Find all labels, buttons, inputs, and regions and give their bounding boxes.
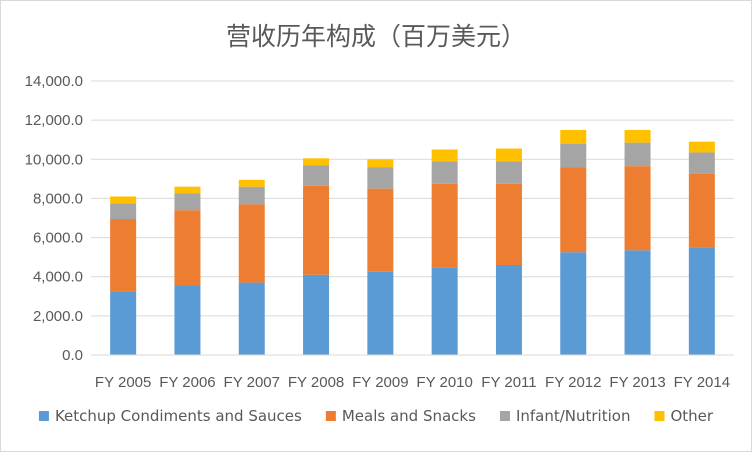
bar-segment bbox=[110, 218, 137, 292]
bar-segment bbox=[174, 186, 201, 194]
x-tick-label: FY 2006 bbox=[159, 374, 215, 391]
bar-segment bbox=[303, 274, 330, 355]
bar-segment bbox=[560, 143, 587, 168]
x-tick-label: FY 2008 bbox=[288, 374, 344, 391]
x-axis: FY 2005 FY 2006 FY 2007 FY 2008 FY 2009 FY 20… bbox=[95, 374, 730, 391]
bar-segment bbox=[238, 179, 265, 187]
bar-segment bbox=[688, 152, 715, 174]
bar-segment bbox=[303, 158, 330, 166]
bar-segment bbox=[560, 167, 587, 253]
bar-segment bbox=[560, 252, 587, 355]
bar-segment bbox=[495, 161, 522, 184]
bar-segment bbox=[303, 185, 330, 275]
bar-segment bbox=[174, 210, 201, 286]
legend-label: Ketchup Condiments and Sauces bbox=[55, 407, 302, 425]
bar-segment bbox=[238, 282, 265, 355]
bar-segment bbox=[110, 291, 137, 355]
bar-segment bbox=[367, 167, 394, 189]
x-tick-label: FY 2005 bbox=[95, 374, 151, 391]
y-tick-label: 2,000.0 bbox=[33, 308, 83, 325]
legend: Ketchup Condiments and Sauces Meals and S… bbox=[38, 407, 714, 425]
bar-segment bbox=[367, 271, 394, 355]
y-tick-label: 14,000.0 bbox=[25, 73, 83, 90]
x-tick-label: FY 2010 bbox=[416, 374, 472, 391]
bar-segment bbox=[431, 149, 458, 162]
bar-segment bbox=[367, 159, 394, 168]
bar-segment bbox=[495, 183, 522, 265]
legend-label: Meals and Snacks bbox=[342, 407, 476, 425]
bar-segment bbox=[688, 141, 715, 153]
legend-label: Other bbox=[670, 407, 713, 425]
bars bbox=[110, 129, 715, 355]
bar-segment bbox=[303, 165, 330, 186]
bar-segment bbox=[431, 161, 458, 184]
bar-segment bbox=[624, 129, 651, 143]
bar-segment bbox=[174, 193, 201, 211]
y-axis: 0.0 2,000.0 4,000.0 6,000.0 8,000.0 10,000.0 1… bbox=[25, 73, 83, 364]
y-tick-label: 10,000.0 bbox=[25, 151, 83, 168]
legend-swatch bbox=[38, 411, 49, 421]
bar-segment bbox=[174, 285, 201, 355]
bar-segment bbox=[624, 166, 651, 251]
x-tick-label: FY 2007 bbox=[224, 374, 280, 391]
legend-swatch bbox=[499, 411, 510, 421]
x-tick-label: FY 2013 bbox=[609, 374, 665, 391]
bar-segment bbox=[688, 173, 715, 248]
bar-segment bbox=[495, 264, 522, 355]
x-tick-label: FY 2014 bbox=[674, 374, 730, 391]
bar-segment bbox=[238, 186, 265, 205]
bar-segment bbox=[560, 129, 587, 144]
bar-segment bbox=[367, 188, 394, 272]
bar-segment bbox=[238, 204, 265, 283]
bar-segment bbox=[110, 203, 137, 219]
y-tick-label: 8,000.0 bbox=[33, 190, 83, 207]
bar-segment bbox=[431, 183, 458, 268]
bar-segment bbox=[110, 196, 137, 204]
chart-title: 营收历年构成（百万美元） bbox=[226, 22, 526, 51]
bar-segment bbox=[624, 142, 651, 167]
y-tick-label: 12,000.0 bbox=[25, 112, 83, 129]
x-tick-label: FY 2011 bbox=[481, 374, 536, 391]
legend-swatch bbox=[654, 411, 665, 421]
x-tick-label: FY 2012 bbox=[545, 374, 601, 391]
y-tick-label: 4,000.0 bbox=[33, 269, 83, 286]
bar-segment bbox=[495, 148, 522, 162]
x-tick-label: FY 2009 bbox=[352, 374, 408, 391]
legend-swatch bbox=[325, 411, 336, 421]
legend-label: Infant/Nutrition bbox=[516, 407, 631, 425]
bar-segment bbox=[688, 247, 715, 355]
bar-segment bbox=[431, 267, 458, 355]
bar-segment bbox=[624, 250, 651, 355]
y-tick-label: 6,000.0 bbox=[33, 230, 83, 247]
y-tick-label: 0.0 bbox=[62, 347, 83, 364]
